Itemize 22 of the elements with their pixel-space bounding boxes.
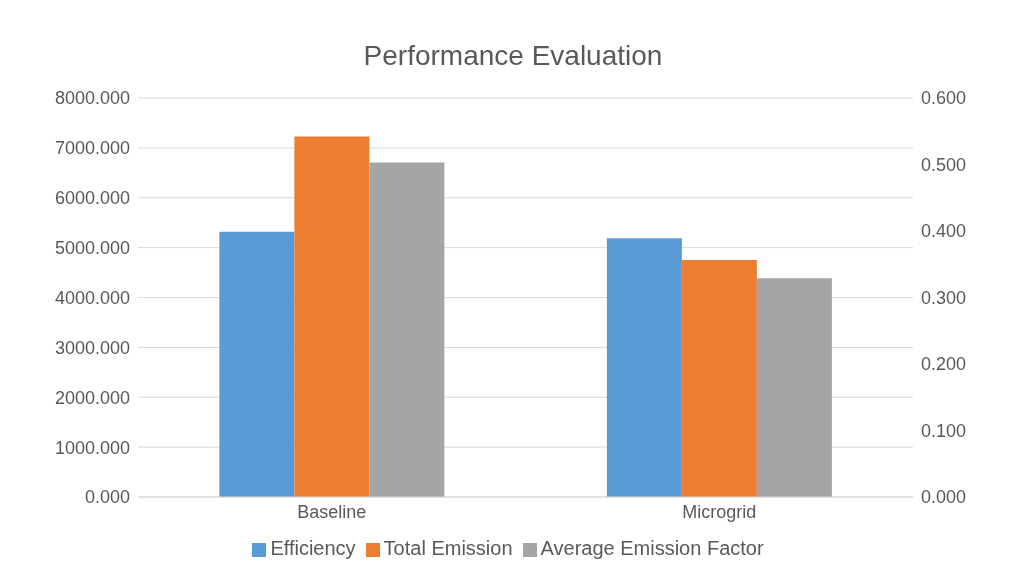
y-tick-label: 7000.000 xyxy=(54,138,130,159)
y2-tick-label: 0.500 xyxy=(921,154,967,175)
y-tick-label: 4000.000 xyxy=(54,287,130,308)
chart-title: Performance Evaluation xyxy=(362,39,664,73)
y-tick-label: 3000.000 xyxy=(54,337,130,358)
y2-tick-label: 0.200 xyxy=(921,354,967,375)
x-tick-label: Microgrid xyxy=(682,501,757,522)
legend-label: Total Emission xyxy=(383,537,513,559)
y2-tick-label: 0.100 xyxy=(921,420,967,441)
y-tick-label: 1000.000 xyxy=(54,437,130,458)
y-tick-label: 2000.000 xyxy=(54,387,130,408)
y2-tick-label: 0.300 xyxy=(921,287,967,308)
y-tick-label: 8000.000 xyxy=(54,88,130,109)
legend-label: Average Emission Factor xyxy=(540,537,764,559)
y-tick-label: 0.000 xyxy=(84,487,130,508)
y2-tick-label: 0.600 xyxy=(921,88,967,109)
x-tick-label: Baseline xyxy=(297,501,367,522)
y-tick-label: 5000.000 xyxy=(54,238,130,259)
y-tick-label: 6000.000 xyxy=(54,188,130,209)
y2-tick-label: 0.000 xyxy=(921,487,967,508)
y2-tick-label: 0.400 xyxy=(921,221,967,242)
legend-label: Efficiency xyxy=(270,537,356,559)
